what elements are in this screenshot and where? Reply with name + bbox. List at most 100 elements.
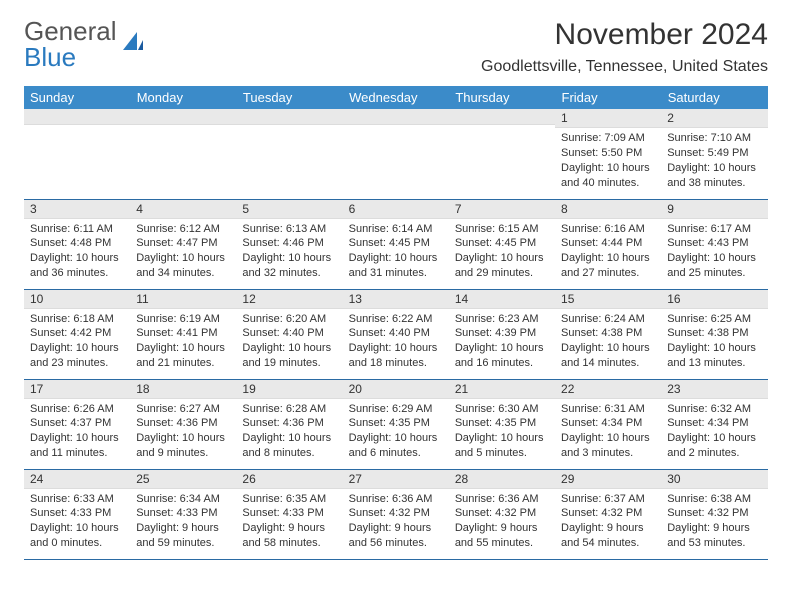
day-number: 9 [661, 200, 767, 219]
day-details: Sunrise: 6:15 AMSunset: 4:45 PMDaylight:… [449, 219, 555, 285]
sunset-text: Sunset: 4:46 PM [242, 236, 336, 251]
sunset-text: Sunset: 4:32 PM [561, 506, 655, 521]
sunrise-text: Sunrise: 6:35 AM [242, 492, 336, 507]
day-number: 6 [343, 200, 449, 219]
day-number: 30 [661, 470, 767, 489]
calendar-day: 28Sunrise: 6:36 AMSunset: 4:32 PMDayligh… [449, 469, 555, 559]
calendar-day [449, 109, 555, 199]
sunset-text: Sunset: 4:35 PM [349, 416, 443, 431]
daylight-text: Daylight: 9 hours and 58 minutes. [242, 521, 336, 551]
daylight-text: Daylight: 10 hours and 23 minutes. [30, 341, 124, 371]
day-details: Sunrise: 7:10 AMSunset: 5:49 PMDaylight:… [661, 128, 767, 194]
day-details: Sunrise: 6:16 AMSunset: 4:44 PMDaylight:… [555, 219, 661, 285]
sunrise-text: Sunrise: 6:11 AM [30, 222, 124, 237]
day-number: 22 [555, 380, 661, 399]
day-number: 24 [24, 470, 130, 489]
day-details: Sunrise: 6:36 AMSunset: 4:32 PMDaylight:… [343, 489, 449, 555]
logo-text-blue: Blue [24, 42, 76, 72]
header: General Blue November 2024 Goodlettsvill… [24, 18, 768, 76]
daylight-text: Daylight: 10 hours and 9 minutes. [136, 431, 230, 461]
sunrise-text: Sunrise: 6:36 AM [455, 492, 549, 507]
day-details: Sunrise: 6:14 AMSunset: 4:45 PMDaylight:… [343, 219, 449, 285]
day-number: 17 [24, 380, 130, 399]
daylight-text: Daylight: 10 hours and 5 minutes. [455, 431, 549, 461]
day-number: 11 [130, 290, 236, 309]
day-details: Sunrise: 6:12 AMSunset: 4:47 PMDaylight:… [130, 219, 236, 285]
day-details: Sunrise: 6:11 AMSunset: 4:48 PMDaylight:… [24, 219, 130, 285]
day-details: Sunrise: 6:35 AMSunset: 4:33 PMDaylight:… [236, 489, 342, 555]
daylight-text: Daylight: 9 hours and 56 minutes. [349, 521, 443, 551]
calendar-week: 3Sunrise: 6:11 AMSunset: 4:48 PMDaylight… [24, 199, 768, 289]
calendar-day [24, 109, 130, 199]
sunset-text: Sunset: 4:45 PM [349, 236, 443, 251]
calendar-day [236, 109, 342, 199]
day-number: 29 [555, 470, 661, 489]
sunrise-text: Sunrise: 6:29 AM [349, 402, 443, 417]
day-number: 13 [343, 290, 449, 309]
calendar-day: 18Sunrise: 6:27 AMSunset: 4:36 PMDayligh… [130, 379, 236, 469]
calendar-day: 8Sunrise: 6:16 AMSunset: 4:44 PMDaylight… [555, 199, 661, 289]
calendar-day: 30Sunrise: 6:38 AMSunset: 4:32 PMDayligh… [661, 469, 767, 559]
logo-text: General Blue [24, 18, 117, 70]
sunset-text: Sunset: 4:33 PM [30, 506, 124, 521]
calendar-day: 1Sunrise: 7:09 AMSunset: 5:50 PMDaylight… [555, 109, 661, 199]
day-number: 1 [555, 109, 661, 128]
sunset-text: Sunset: 4:45 PM [455, 236, 549, 251]
sunset-text: Sunset: 4:39 PM [455, 326, 549, 341]
calendar-day: 26Sunrise: 6:35 AMSunset: 4:33 PMDayligh… [236, 469, 342, 559]
sunrise-text: Sunrise: 6:14 AM [349, 222, 443, 237]
sunrise-text: Sunrise: 6:18 AM [30, 312, 124, 327]
calendar-day: 29 Sunrise: 6:37 AMSunset: 4:32 PMDayligh… [555, 469, 661, 559]
calendar-week: 17Sunrise: 6:26 AMSunset: 4:37 PMDayligh… [24, 379, 768, 469]
calendar-body: 1Sunrise: 7:09 AMSunset: 5:50 PMDaylight… [24, 109, 768, 559]
calendar-day: 5Sunrise: 6:13 AMSunset: 4:46 PMDaylight… [236, 199, 342, 289]
daylight-text: Daylight: 10 hours and 27 minutes. [561, 251, 655, 281]
sunrise-text: Sunrise: 7:10 AM [667, 131, 761, 146]
day-number [130, 109, 236, 125]
sunrise-text: Sunrise: 6:20 AM [242, 312, 336, 327]
day-number: 25 [130, 470, 236, 489]
sunrise-text: Sunrise: 6:37 AM [561, 492, 655, 507]
day-number: 28 [449, 470, 555, 489]
sunset-text: Sunset: 4:34 PM [667, 416, 761, 431]
day-details: Sunrise: 6:23 AMSunset: 4:39 PMDaylight:… [449, 309, 555, 375]
day-number [449, 109, 555, 125]
daylight-text: Daylight: 10 hours and 0 minutes. [30, 521, 124, 551]
daylight-text: Daylight: 9 hours and 59 minutes. [136, 521, 230, 551]
daylight-text: Daylight: 9 hours and 55 minutes. [455, 521, 549, 551]
daylight-text: Daylight: 10 hours and 36 minutes. [30, 251, 124, 281]
sunset-text: Sunset: 4:40 PM [242, 326, 336, 341]
daylight-text: Daylight: 10 hours and 8 minutes. [242, 431, 336, 461]
day-number: 26 [236, 470, 342, 489]
daylight-text: Daylight: 9 hours and 54 minutes. [561, 521, 655, 551]
day-header: Saturday [661, 86, 767, 109]
calendar-day [343, 109, 449, 199]
day-number: 23 [661, 380, 767, 399]
daylight-text: Daylight: 10 hours and 34 minutes. [136, 251, 230, 281]
day-number [343, 109, 449, 125]
sunrise-text: Sunrise: 6:19 AM [136, 312, 230, 327]
sunset-text: Sunset: 4:32 PM [349, 506, 443, 521]
sunrise-text: Sunrise: 6:12 AM [136, 222, 230, 237]
day-header: Monday [130, 86, 236, 109]
day-number: 5 [236, 200, 342, 219]
calendar-day: 11Sunrise: 6:19 AMSunset: 4:41 PMDayligh… [130, 289, 236, 379]
calendar-day: 6Sunrise: 6:14 AMSunset: 4:45 PMDaylight… [343, 199, 449, 289]
day-details: Sunrise: 6:31 AMSunset: 4:34 PMDaylight:… [555, 399, 661, 465]
daylight-text: Daylight: 10 hours and 13 minutes. [667, 341, 761, 371]
sunrise-text: Sunrise: 6:32 AM [667, 402, 761, 417]
day-number: 27 [343, 470, 449, 489]
daylight-text: Daylight: 10 hours and 25 minutes. [667, 251, 761, 281]
calendar-day: 3Sunrise: 6:11 AMSunset: 4:48 PMDaylight… [24, 199, 130, 289]
sunrise-text: Sunrise: 6:31 AM [561, 402, 655, 417]
day-header: Tuesday [236, 86, 342, 109]
logo: General Blue [24, 18, 147, 70]
calendar-day: 27Sunrise: 6:36 AMSunset: 4:32 PMDayligh… [343, 469, 449, 559]
day-details: Sunrise: 6:36 AMSunset: 4:32 PMDaylight:… [449, 489, 555, 555]
sunrise-text: Sunrise: 6:27 AM [136, 402, 230, 417]
sunset-text: Sunset: 4:35 PM [455, 416, 549, 431]
sunset-text: Sunset: 4:32 PM [667, 506, 761, 521]
calendar-day: 10Sunrise: 6:18 AMSunset: 4:42 PMDayligh… [24, 289, 130, 379]
sunrise-text: Sunrise: 6:36 AM [349, 492, 443, 507]
sunrise-text: Sunrise: 6:25 AM [667, 312, 761, 327]
